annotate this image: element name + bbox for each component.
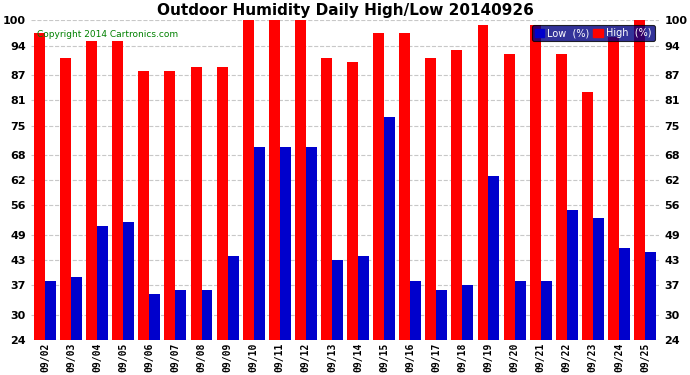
Bar [358,256,369,340]
Bar [451,50,462,340]
Bar [254,147,265,340]
Bar [97,226,108,340]
Bar [71,277,82,340]
Bar [541,281,551,340]
Bar [149,294,160,340]
Bar [634,20,645,340]
Bar [279,147,290,340]
Bar [489,176,500,340]
Bar [243,20,254,340]
Bar [332,260,343,340]
Bar [269,20,279,340]
Text: Copyright 2014 Cartronics.com: Copyright 2014 Cartronics.com [37,30,178,39]
Bar [228,256,239,340]
Bar [201,290,213,340]
Bar [34,33,45,340]
Bar [400,33,411,340]
Bar [504,54,515,340]
Bar [530,24,541,340]
Bar [582,92,593,340]
Legend: Low  (%), High  (%): Low (%), High (%) [532,25,655,41]
Bar [295,20,306,340]
Bar [86,41,97,340]
Bar [164,71,175,340]
Bar [190,67,201,340]
Bar [373,33,384,340]
Bar [645,252,656,340]
Bar [477,24,489,340]
Bar [45,281,56,340]
Bar [462,285,473,340]
Bar [306,147,317,340]
Bar [384,117,395,340]
Bar [347,62,358,340]
Bar [112,41,124,340]
Bar [60,58,71,340]
Bar [436,290,447,340]
Bar [566,210,578,340]
Bar [425,58,436,340]
Bar [593,218,604,340]
Bar [411,281,421,340]
Bar [217,67,228,340]
Bar [619,248,630,340]
Title: Outdoor Humidity Daily High/Low 20140926: Outdoor Humidity Daily High/Low 20140926 [157,3,533,18]
Bar [124,222,135,340]
Bar [321,58,332,340]
Bar [175,290,186,340]
Bar [555,54,566,340]
Bar [139,71,149,340]
Bar [608,37,619,340]
Bar [515,281,526,340]
